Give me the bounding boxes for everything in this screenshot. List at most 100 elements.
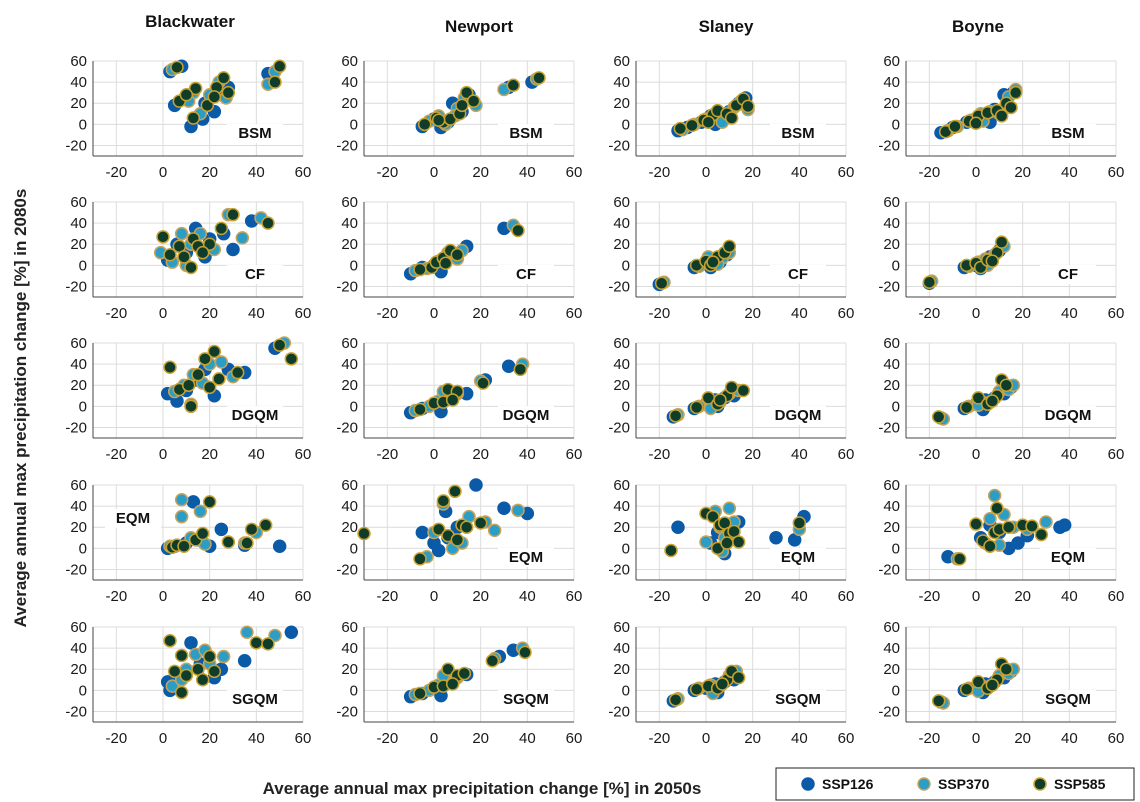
y-tick-label: 40	[613, 215, 630, 232]
point-ssp370	[240, 625, 254, 640]
y-tick-label: 40	[341, 74, 358, 91]
point-ssp126	[226, 242, 240, 257]
x-tick-label: 0	[702, 588, 710, 605]
x-tick-label: 40	[791, 446, 808, 463]
y-tick-label: 60	[70, 619, 87, 636]
panel-newport-dgqm: -20 0 20 40 60 -20 0 20 40 60 DGQM	[336, 335, 582, 463]
point-ssp585	[969, 517, 983, 531]
point-ssp370	[216, 649, 231, 664]
x-tick-label: 60	[295, 446, 312, 463]
point-ssp585	[971, 675, 986, 689]
panel-slaney-bsm: -20 0 20 40 60 -20 0 20 40 60 BSM	[608, 53, 854, 181]
point-ssp585	[261, 216, 275, 230]
point-ssp585	[959, 400, 974, 415]
point-ssp126	[497, 501, 511, 515]
method-label-bsm: BSM	[238, 125, 271, 142]
point-ssp585	[177, 539, 191, 553]
x-tick-label: -20	[918, 305, 940, 322]
x-tick-label: 60	[1108, 305, 1125, 322]
point-ssp585	[438, 256, 453, 270]
point-ssp370	[193, 504, 208, 519]
y-tick-label: 0	[622, 116, 630, 133]
method-label-bg	[105, 509, 161, 528]
method-label-bg	[498, 548, 554, 567]
point-ssp585	[202, 495, 217, 509]
point-ssp585	[445, 393, 460, 407]
point-ssp126	[184, 636, 198, 650]
x-tick-label: 60	[838, 446, 855, 463]
x-tick-label: 40	[791, 305, 808, 322]
x-tick-label: 60	[1108, 164, 1125, 181]
point-ssp585	[931, 410, 946, 424]
x-tick-label: 0	[430, 164, 438, 181]
point-ssp585	[195, 245, 210, 260]
method-label-sgqm: SGQM	[503, 691, 549, 708]
method-label-eqm: EQM	[1051, 549, 1085, 566]
point-ssp585	[448, 484, 462, 499]
y-tick-label: 60	[613, 335, 630, 352]
y-tick-label: -20	[65, 278, 87, 295]
point-ssp585	[518, 645, 532, 660]
x-tick-label: 0	[972, 588, 980, 605]
y-tick-label: -20	[336, 419, 358, 436]
method-label-sgqm: SGQM	[232, 691, 278, 708]
y-tick-label: -20	[336, 137, 358, 154]
point-ssp370	[511, 503, 525, 518]
point-ssp370	[699, 535, 713, 549]
y-tick-label: 40	[883, 215, 900, 232]
y-tick-label: 40	[613, 498, 630, 515]
column-titles: Blackwater Newport Slaney Boyne	[145, 12, 1004, 36]
y-tick-label: 60	[883, 53, 900, 70]
y-tick-label: 20	[883, 661, 900, 678]
point-ssp585	[689, 400, 704, 415]
point-ssp585	[163, 633, 177, 648]
point-ssp585	[466, 94, 481, 108]
point-ssp585	[179, 668, 194, 683]
point-ssp585	[216, 71, 231, 85]
point-ssp126	[671, 520, 685, 534]
x-tick-label: -20	[376, 588, 398, 605]
point-ssp585	[258, 518, 273, 532]
y-tick-label: 20	[70, 519, 87, 536]
point-ssp585	[188, 81, 203, 96]
x-tick-label: 20	[201, 588, 218, 605]
point-ssp585	[1001, 520, 1016, 534]
x-tick-label: 40	[791, 164, 808, 181]
y-tick-label: 0	[350, 116, 358, 133]
point-ssp585	[174, 648, 189, 663]
x-tick-label: -20	[105, 305, 127, 322]
x-tick-label: -20	[648, 588, 670, 605]
point-ssp585	[731, 535, 746, 549]
series-ssp585	[163, 633, 275, 700]
legend-marker-ssp126	[801, 777, 815, 791]
x-axis-title: Average annual max precipitation change …	[263, 779, 702, 798]
y-tick-label: 40	[613, 640, 630, 657]
x-tick-label: 0	[972, 446, 980, 463]
point-ssp585	[240, 536, 254, 550]
y-tick-label: 20	[341, 377, 358, 394]
point-ssp370	[1039, 515, 1053, 529]
series-ssp585	[357, 484, 488, 566]
series-ssp585	[163, 338, 299, 414]
point-ssp585	[720, 536, 734, 550]
method-label-bg	[498, 265, 554, 284]
method-label-bg	[498, 124, 554, 143]
y-tick-label: 60	[341, 53, 358, 70]
x-tick-label: 60	[566, 305, 583, 322]
x-tick-label: 0	[159, 588, 167, 605]
y-tick-label: 0	[622, 257, 630, 274]
x-tick-label: 20	[472, 305, 489, 322]
x-tick-label: 0	[159, 730, 167, 747]
point-ssp585	[654, 276, 669, 291]
point-ssp585	[959, 682, 974, 697]
point-ssp585	[664, 543, 678, 558]
x-tick-label: 60	[566, 588, 583, 605]
x-tick-label: -20	[648, 305, 670, 322]
y-tick-label: 20	[341, 95, 358, 112]
x-tick-label: -20	[105, 730, 127, 747]
x-tick-label: 40	[791, 588, 808, 605]
x-tick-label: 0	[430, 588, 438, 605]
column-title-blackwater: Blackwater	[145, 12, 235, 31]
method-label-bg	[1040, 124, 1096, 143]
panel-newport-cf: -20 0 20 40 60 -20 0 20 40 60 CF	[336, 194, 582, 322]
